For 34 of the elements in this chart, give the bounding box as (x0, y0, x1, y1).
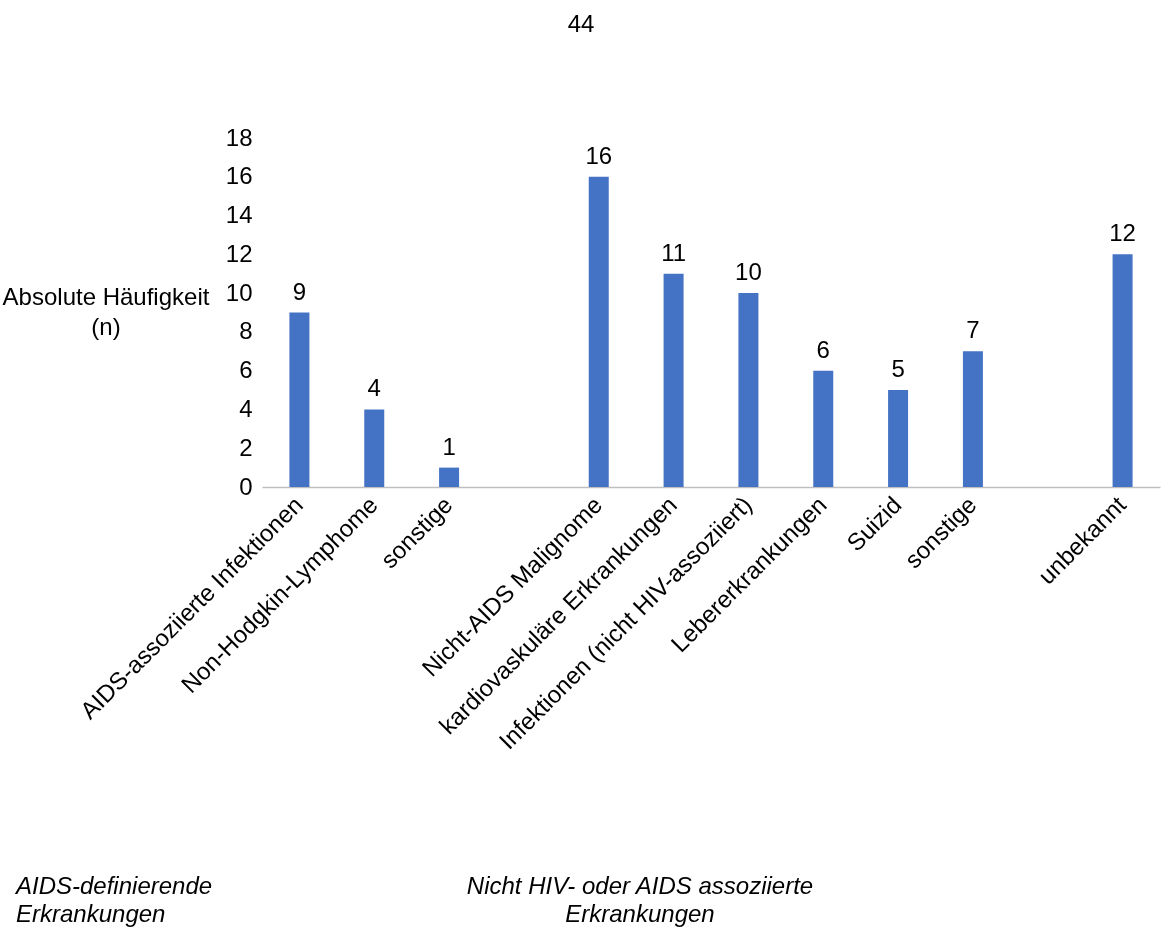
y-tick-label: 10 (225, 278, 253, 306)
bar (1112, 254, 1133, 487)
data-label: 12 (1109, 219, 1136, 247)
bar (738, 293, 759, 487)
y-tick-label: 12 (225, 239, 253, 267)
data-label: 5 (891, 355, 905, 383)
data-label: 16 (585, 141, 613, 169)
bar (289, 312, 310, 487)
bar (364, 409, 385, 487)
data-label: 10 (735, 258, 762, 286)
bar (663, 273, 684, 487)
data-label: 11 (661, 238, 687, 266)
y-tick-label: 8 (239, 317, 253, 345)
y-axis-title: Absolute Häufigkeit (n) (1, 282, 211, 342)
y-tick-label: 2 (239, 433, 253, 461)
y-tick-label: 14 (225, 201, 253, 229)
bar (439, 467, 460, 487)
data-label: 1 (442, 432, 456, 460)
bar (588, 176, 609, 487)
bar (962, 351, 983, 487)
data-label: 4 (367, 374, 381, 402)
data-label: 6 (816, 335, 830, 363)
y-tick-label: 16 (225, 162, 253, 190)
bar (813, 370, 834, 487)
y-tick-label: 18 (225, 123, 253, 151)
text: 44 (566, 10, 596, 38)
bar (888, 390, 909, 487)
y-tick-label: 6 (239, 356, 253, 384)
text: AIDS-definierende Erkrankungen (14, 872, 214, 928)
text: Nicht HIV- oder AIDS assoziierte Erkrankungen (465, 872, 815, 928)
y-tick-label: 0 (239, 472, 253, 500)
y-tick-label: 4 (239, 394, 253, 422)
data-label: 9 (292, 277, 307, 305)
data-label: 7 (966, 316, 980, 344)
